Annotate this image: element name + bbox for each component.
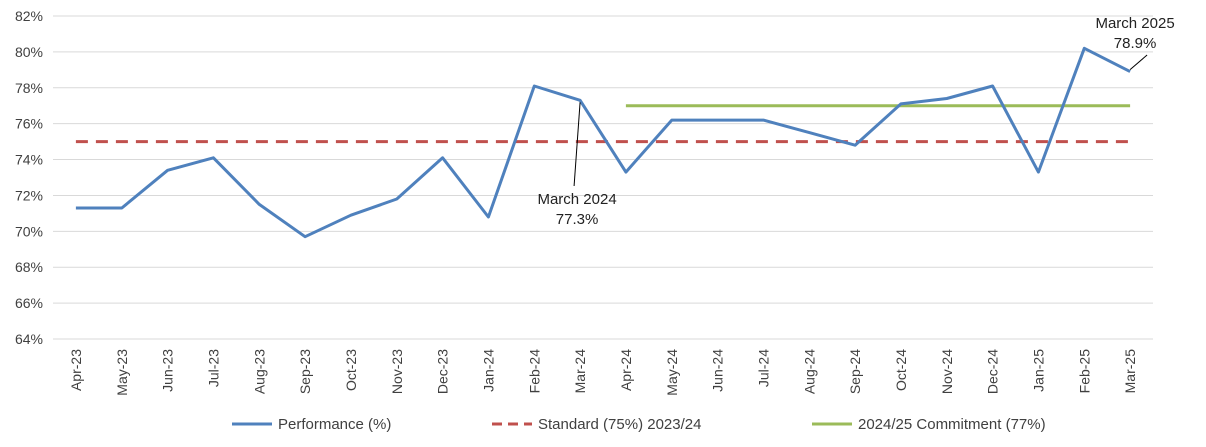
annotation-label-0: 77.3%	[556, 211, 599, 228]
y-tick-label: 82%	[15, 8, 43, 24]
y-tick-label: 72%	[15, 187, 43, 203]
x-tick-label: Feb-24	[526, 349, 542, 394]
annotation-label-1: March 2025	[1095, 15, 1174, 32]
y-tick-label: 70%	[15, 223, 43, 239]
x-tick-label: Mar-24	[572, 349, 588, 394]
legend-label-0: Performance (%)	[278, 416, 391, 433]
x-tick-label: Feb-25	[1076, 349, 1092, 394]
x-tick-label: Jul-24	[755, 349, 771, 387]
x-tick-label: Jan-25	[1030, 349, 1046, 392]
x-tick-label: Sep-23	[297, 349, 313, 394]
x-tick-label: Oct-24	[893, 349, 909, 391]
y-axis-ticks: 64% 66% 68% 70% 72% 74% 76% 78% 80% 82%	[15, 8, 43, 347]
x-tick-label: Jun-24	[710, 349, 726, 392]
x-tick-label: May-24	[664, 349, 680, 396]
x-tick-label: Jul-23	[205, 349, 221, 387]
y-tick-label: 64%	[15, 331, 43, 347]
x-tick-label: Dec-23	[435, 349, 451, 394]
legend: Performance (%) Standard (75%) 2023/24 202…	[232, 416, 1046, 433]
x-tick-label: Nov-24	[939, 349, 955, 394]
series-line-0	[75, 46, 1131, 239]
x-tick-label: Mar-25	[1122, 349, 1138, 394]
x-tick-label: Nov-23	[389, 349, 405, 394]
x-tick-label: Oct-23	[343, 349, 359, 391]
annotations: March 2024 77.3% March 2025 78.9%	[537, 15, 1174, 228]
x-tick-label: Aug-24	[801, 349, 817, 394]
annotation-leader	[573, 102, 581, 187]
y-tick-label: 76%	[15, 116, 43, 132]
annotation-label-0: March 2024	[537, 191, 616, 208]
y-tick-label: 66%	[15, 295, 43, 311]
y-tick-label: 80%	[15, 44, 43, 60]
x-tick-label: Jan-24	[480, 349, 496, 392]
y-tick-label: 68%	[15, 259, 43, 275]
x-tick-label: Apr-23	[68, 349, 84, 391]
x-tick-label: Sep-24	[847, 349, 863, 394]
annotation-leader	[1129, 54, 1148, 71]
x-axis-ticks: Apr-23 May-23 Jun-23 Jul-23 Aug-23 Sep-23 Oct-…	[68, 349, 1138, 396]
legend-label-1: Standard (75%) 2023/24	[538, 416, 701, 433]
y-tick-label: 74%	[15, 152, 43, 168]
x-tick-label: Apr-24	[618, 349, 634, 391]
annotation-label-1: 78.9%	[1114, 35, 1157, 52]
legend-label-2: 2024/25 Commitment (77%)	[858, 416, 1046, 433]
y-tick-label: 78%	[15, 80, 43, 96]
series-lines	[75, 46, 1131, 239]
gridlines	[53, 15, 1153, 340]
x-tick-label: Dec-24	[985, 349, 1001, 394]
x-tick-label: Aug-23	[251, 349, 267, 394]
x-tick-label: May-23	[114, 349, 130, 396]
x-tick-label: Jun-23	[160, 349, 176, 392]
